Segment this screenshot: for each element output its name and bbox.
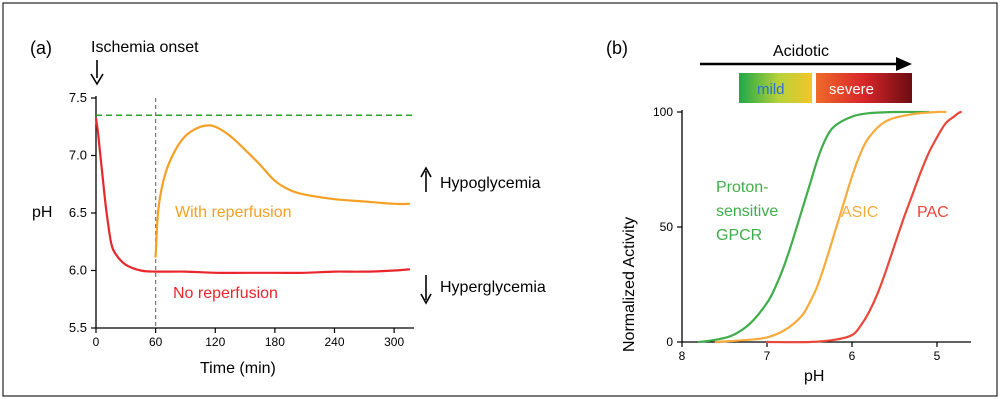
mild-label: mild: [757, 81, 785, 98]
panel-a-label: (a): [30, 38, 52, 58]
panel-a-series: [94, 117, 411, 274]
panel-b-ylabel: Normalized Activity: [621, 217, 638, 352]
series-line-no-reperfusion: [94, 117, 411, 274]
panel-a-axes: [95, 96, 414, 329]
x-tick-label: 120: [205, 335, 225, 349]
y-tick-label: 7.5: [69, 90, 87, 105]
x-tick-label: 240: [324, 335, 344, 349]
x-tick-label: 7: [764, 349, 771, 363]
series-line-asic: [714, 110, 947, 344]
series-line-pac: [765, 110, 962, 344]
series-label-pac: PAC: [917, 204, 949, 221]
x-tick-label: 8: [679, 349, 686, 363]
panel-b-series: [697, 110, 962, 344]
y-tick-label: 0: [666, 335, 673, 349]
series-label-no-reperfusion: No reperfusion: [173, 285, 278, 302]
x-tick-label: 6: [849, 349, 856, 363]
y-tick-label: 6.0: [69, 263, 87, 278]
gpcr-label-line-2: sensitive: [716, 203, 778, 220]
panel-b: (b) Acidotic mild severe 0 50 100 8 7 6 5 Norm…: [606, 38, 971, 385]
panel-b-axes: [681, 110, 971, 343]
panel-a-ylabel: pH: [32, 204, 52, 221]
x-tick-label: 300: [384, 335, 404, 349]
x-tick-label: 0: [93, 335, 100, 349]
hyperglycemia-arrow: [420, 275, 432, 305]
series-label-asic: ASIC: [841, 204, 878, 221]
y-tick-label: 50: [660, 220, 674, 234]
y-tick-label: 100: [653, 105, 673, 119]
series-line-gpcr: [697, 110, 930, 344]
acidotic-label: Acidotic: [773, 43, 829, 60]
y-tick-label: 7.0: [69, 148, 87, 163]
x-tick-label: 5: [934, 349, 941, 363]
x-tick-label: 60: [149, 335, 163, 349]
panel-a-reference-lines: [96, 98, 414, 328]
y-tick-label: 5.5: [69, 320, 87, 335]
hypoglycemia-annotation: Hypoglycemia: [440, 175, 541, 192]
mild-gradient-swatch: [739, 73, 812, 103]
panel-b-xlabel: pH: [804, 368, 824, 385]
severe-gradient-swatch: [816, 73, 912, 103]
severe-label: severe: [829, 81, 874, 98]
hyperglycemia-annotation: Hyperglycemia: [440, 279, 546, 296]
ischemia-onset-arrow: [90, 60, 104, 86]
series-label-gpcr: Proton- sensitive GPCR: [716, 179, 783, 244]
ischemia-onset-annotation: Ischemia onset: [91, 39, 199, 56]
panel-b-label: (b): [606, 38, 628, 58]
panel-a-xlabel: Time (min): [200, 360, 276, 377]
gpcr-label-line-1: Proton-: [716, 179, 768, 196]
x-tick-label: 180: [265, 335, 285, 349]
hypoglycemia-arrow: [420, 166, 432, 192]
series-line-with-reperfusion: [154, 124, 411, 258]
y-tick-label: 6.5: [69, 205, 87, 220]
acidotic-arrow: [700, 57, 912, 71]
panel-a: (a) Ischemia onset 5.5 6.0 6.5 7.0 7.5 0 60 120…: [30, 38, 546, 377]
gpcr-label-line-3: GPCR: [716, 227, 762, 244]
series-label-with-reperfusion: With reperfusion: [175, 204, 292, 221]
panel-b-ticks: 0 50 100 8 7 6 5: [653, 105, 941, 363]
panel-a-ticks: 5.5 6.0 6.5 7.0 7.5 0 60 120 180 240 300: [69, 90, 405, 349]
